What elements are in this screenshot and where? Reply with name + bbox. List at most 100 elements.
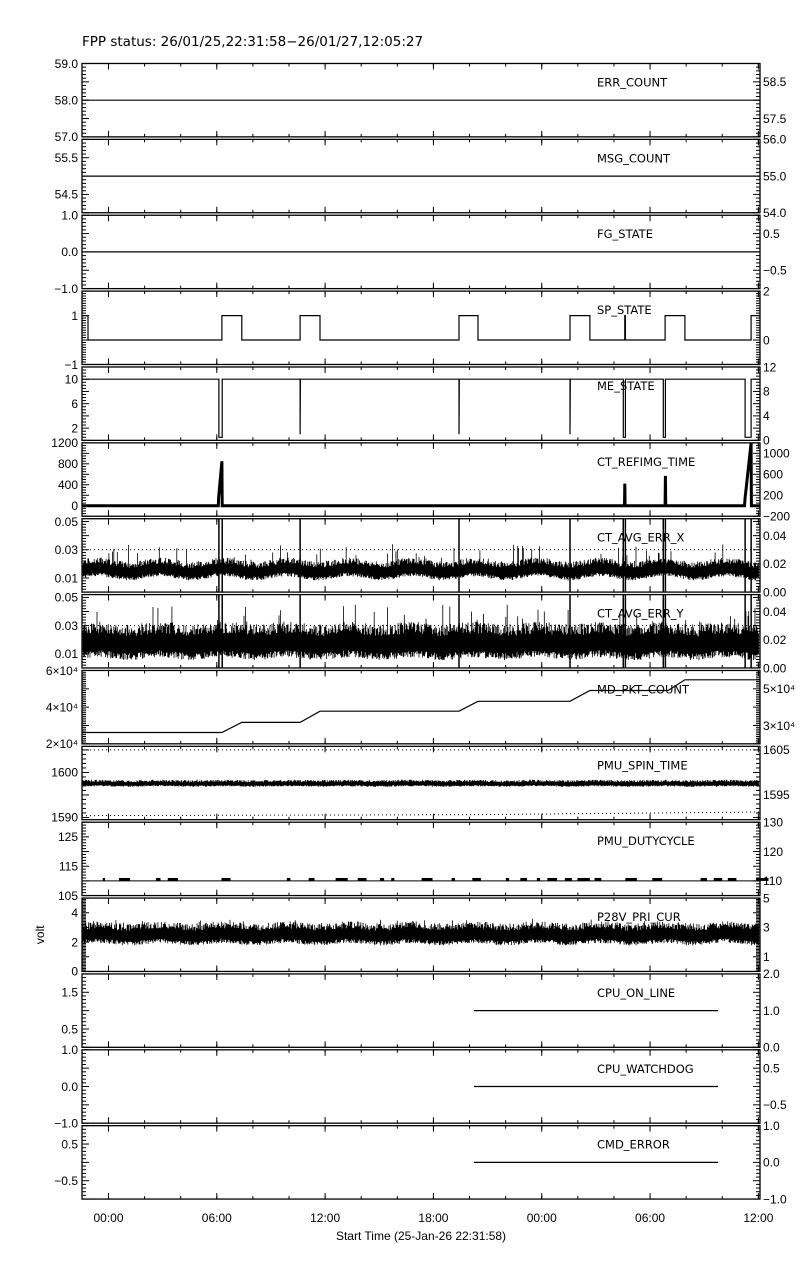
series-line: [82, 378, 760, 438]
y-tick-label: −1.0: [54, 1116, 78, 1130]
series-dash: [625, 877, 637, 881]
panel-frame: [81, 366, 761, 442]
y-tick-label: 4: [763, 409, 770, 423]
series-dash: [472, 877, 481, 881]
x-tick-label: 00:00: [527, 1211, 557, 1225]
panel-ct-avg-err-x: 0.05 0.04 0.03 0.02 0.01 0.00 CT_AVG_ERR_X: [55, 515, 787, 600]
series-dash: [652, 877, 663, 881]
y-tick-label: 0.03: [55, 619, 79, 633]
series-dash: [520, 877, 528, 881]
series-line: [82, 442, 760, 508]
y-tick-label: 0: [763, 434, 770, 448]
y-tick-label: 2.0: [763, 967, 780, 981]
x-tick-label: 12:00: [743, 1211, 773, 1225]
series-line: [82, 679, 760, 734]
series-dash: [755, 877, 769, 881]
y-tick-label: 2: [763, 284, 770, 298]
y-tick-label: 2: [71, 935, 78, 949]
x-tick-label: 00:00: [93, 1211, 123, 1225]
y-tick-label: 4: [71, 906, 78, 920]
series-noise-trace: [82, 918, 759, 946]
reference-line: [81, 811, 761, 817]
panel-label: PMU_DUTYCYCLE: [597, 834, 695, 848]
y-tick-label: 0.02: [763, 557, 787, 571]
series-noise-trace: [82, 544, 759, 581]
series-dash: [391, 877, 395, 881]
y-tick-label: 0.03: [55, 543, 79, 557]
y-tick-label: 1.0: [61, 1043, 78, 1057]
x-axis: 00:00 06:00 12:00 18:00 00:00 06:00 12:00: [93, 1211, 773, 1225]
x-tick-label: 18:00: [418, 1211, 448, 1225]
y-tick-label: 54.0: [763, 206, 787, 220]
y-tick-label: 600: [763, 468, 783, 482]
y-tick-label: 54.5: [55, 188, 79, 202]
series-dash: [713, 877, 723, 881]
y-tick-label: 8: [763, 385, 770, 399]
panel-label: CPU_ON_LINE: [597, 986, 675, 1000]
chart-title: FPP status: 26/01/25,22:31:58−26/01/27,1…: [82, 34, 423, 50]
y-tick-label: −0.5: [54, 1174, 78, 1188]
y-tick-label: 0.0: [763, 1041, 780, 1055]
series-dash: [335, 877, 348, 881]
panel-ct-avg-err-y: 0.05 0.04 0.03 0.02 0.01 0.00 CT_AVG_ERR_Y: [55, 591, 787, 676]
y-tick-label: 0: [71, 965, 78, 979]
x-tick-label: 06:00: [635, 1211, 665, 1225]
y-tick-label: 1200: [51, 436, 78, 450]
y-tick-label: −0.5: [763, 1098, 787, 1112]
panel-label: FG_STATE: [597, 227, 653, 241]
y-tick-label: −200: [763, 510, 790, 524]
y-tick-label: 2×10⁴: [46, 737, 78, 751]
panel-cpu-watchdog: 1.0 0.5 0.0 −0.5 −1.0 CPU_WATCHDOG: [54, 1043, 787, 1130]
y-tick-label: 0.04: [763, 605, 787, 619]
panel-frame: [81, 745, 761, 821]
series-dash: [421, 877, 433, 881]
y-tick-label: 1: [763, 950, 770, 964]
series-dash: [577, 877, 590, 881]
y-tick-label: 57.5: [763, 112, 787, 126]
series-noise-trace: [82, 604, 759, 661]
y-tick-label: 0.0: [763, 1156, 780, 1170]
y-tick-label: 115: [59, 860, 78, 874]
panel-label: MSG_COUNT: [597, 151, 671, 165]
y-tick-label: 0.02: [763, 633, 787, 647]
panel-frame: [81, 821, 761, 897]
y-tick-label: 1605: [763, 743, 790, 757]
y-tick-label: 6×10⁴: [46, 664, 78, 678]
panel-ct-refimg-time: 1200 1000 800 600 400 200 0 −200 CT_REFIMG_TIME: [51, 436, 790, 523]
y-tick-label: 120: [763, 845, 783, 859]
y-tick-label: 0.05: [55, 591, 79, 605]
panel-sp-state: 2 1 0 −1 SP_STATE: [64, 284, 770, 371]
panel-label: ERR_COUNT: [597, 76, 668, 90]
y-tick-label: 400: [58, 478, 78, 492]
y-tick-label: 0.5: [61, 1137, 78, 1151]
y-tick-label: 125: [58, 830, 78, 844]
series-dash: [357, 877, 367, 881]
series-dash: [167, 877, 178, 881]
x-tick-label: 12:00: [310, 1211, 340, 1225]
y-tick-label: 0.00: [763, 585, 787, 599]
y-tick-label: 105: [58, 889, 78, 903]
y-tick-label: 0.00: [763, 661, 787, 675]
y-tick-label: 0.0: [61, 1080, 78, 1094]
series-dash: [547, 877, 557, 881]
y-tick-label: 10: [65, 373, 79, 387]
y-tick-label: −1.0: [54, 282, 78, 296]
panel-label: CT_AVG_ERR_X: [597, 531, 684, 545]
y-tick-label: 58.0: [55, 93, 79, 107]
y-tick-label: 0.05: [55, 515, 79, 529]
x-tick-label: 06:00: [202, 1211, 232, 1225]
panel-cmd-error: 1.0 0.5 0.0 −0.5 −1.0 CMD_ERROR: [54, 1119, 787, 1206]
y-tick-label: 200: [763, 489, 783, 503]
panel-fg-state: 1.0 0.5 0.0 −0.5 −1.0 FG_STATE: [54, 209, 787, 296]
y-tick-label: 5: [763, 891, 770, 905]
y-tick-label: 58.5: [763, 75, 787, 89]
series-dash: [594, 877, 602, 881]
y-tick-label: 800: [58, 457, 78, 471]
y-tick-label: 3: [763, 921, 770, 935]
series-dash: [505, 877, 510, 881]
series-dash: [119, 877, 131, 881]
series-dash: [308, 877, 315, 881]
panel-p28v-pri-cur: 5 4 3 2 1 0 volt P28V_PRI_CUR: [33, 891, 770, 978]
x-axis-label: Start Time (25-Jan-26 22:31:58): [336, 1229, 506, 1243]
y-tick-label: 3×10⁴: [763, 719, 795, 733]
